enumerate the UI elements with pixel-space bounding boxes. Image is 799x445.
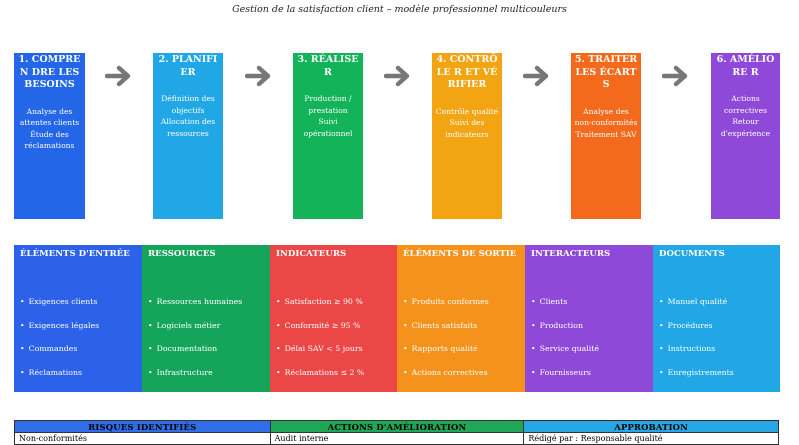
step-line: Traitement SAV <box>575 129 637 139</box>
header-risks: RISQUES IDENTIFIÉS <box>14 420 271 433</box>
step-line: Retour d'expérience <box>720 117 771 138</box>
list-item: Infrastructure <box>148 367 264 378</box>
step-line: Contrôle qualité <box>435 106 499 116</box>
right-arrow-icon <box>523 65 549 87</box>
right-arrow-icon <box>245 65 271 87</box>
list-item: Satisfaction ≥ 90 % <box>276 296 391 307</box>
step-line: Production / prestation <box>304 94 352 115</box>
process-step-6: 6. AMÉLIORE R Actions correctives Retour… <box>711 53 780 219</box>
step-line: Étude des réclamations <box>24 129 75 151</box>
column-heading: RESSOURCES <box>148 249 216 259</box>
column-heading: ÉLÉMENTS D'ENTRÉE <box>20 249 130 259</box>
column-list: Clients Production Service qualité Fourn… <box>531 296 647 378</box>
step-line: Analyse des attentes clients <box>19 106 80 128</box>
list-item: Logiciels métier <box>148 320 264 331</box>
column-documents: DOCUMENTS Manuel qualité Procédures Inst… <box>653 245 780 392</box>
table-cell: Non-conformités <box>14 432 271 445</box>
list-item: Réclamations <box>20 367 136 378</box>
right-arrow-icon <box>662 65 688 87</box>
list-item: Actions correctives <box>403 367 519 378</box>
step-heading: 2. PLANIFIER <box>158 54 218 78</box>
list-item: Conformité ≥ 95 % <box>276 320 391 331</box>
right-arrow-icon <box>384 65 410 87</box>
step-description: Actions correctives Retour d'expérience <box>714 93 777 139</box>
column-inputs: ÉLÉMENTS D'ENTRÉE Exigences clients Exig… <box>14 245 142 392</box>
list-item: Produits conformes <box>403 296 519 307</box>
step-description: Analyse des attentes clients Étude des r… <box>17 106 82 152</box>
list-item: Réclamations ≤ 2 % <box>276 367 391 378</box>
header-improvement-actions: ACTIONS D'AMÉLIORATION <box>269 420 525 433</box>
step-heading: 3. RÉALISER <box>297 54 359 78</box>
list-item: Manuel qualité <box>659 296 774 307</box>
table-cell: Rédigé par : Responsable qualité <box>523 432 779 445</box>
list-item: Service qualité <box>531 343 647 354</box>
summary-table: RISQUES IDENTIFIÉS ACTIONS D'AMÉLIORATIO… <box>14 420 779 445</box>
column-indicators: INDICATEURS Satisfaction ≥ 90 % Conformi… <box>270 245 397 392</box>
column-list: Exigences clients Exigences légales Comm… <box>20 296 136 378</box>
table-header-row: RISQUES IDENTIFIÉS ACTIONS D'AMÉLIORATIO… <box>14 420 779 433</box>
process-step-5: 5. TRAITER LES ÉCARTS Analyse des non-co… <box>571 53 641 219</box>
column-heading: ÉLÉMENTS DE SORTIE <box>403 249 517 259</box>
list-item: Procédures <box>659 320 774 331</box>
header-approval: APPROBATION <box>523 420 779 433</box>
column-heading: INDICATEURS <box>276 249 347 259</box>
step-line: Suivi opérationnel <box>303 117 353 138</box>
step-line: Définition des objectifs <box>161 94 215 115</box>
diagram-title: Gestion de la satisfaction client – modè… <box>232 4 567 15</box>
list-item: Délai SAV < 5 jours <box>276 343 391 354</box>
list-item: Clients satisfaits <box>403 320 519 331</box>
column-interactors: INTERACTEURS Clients Production Service … <box>525 245 653 392</box>
list-item: Rapports qualité <box>403 343 519 354</box>
list-item: Production <box>531 320 647 331</box>
table-cell: Audit interne <box>269 432 525 445</box>
list-item: Commandes <box>20 343 136 354</box>
list-item: Fournisseurs <box>531 367 647 378</box>
column-heading: DOCUMENTS <box>659 249 725 259</box>
step-description: Production / prestation Suivi opérationn… <box>296 93 360 139</box>
list-item: Documentation <box>148 343 264 354</box>
step-heading: 1. COMPREN DRE LES BESOINS <box>18 54 81 90</box>
step-line: Analyse des non-conformités <box>574 106 638 128</box>
table-row: Non-conformités Audit interne Rédigé par… <box>14 432 779 445</box>
process-step-2: 2. PLANIFIER Définition des objectifs Al… <box>153 53 223 219</box>
list-item: Exigences clients <box>20 296 136 307</box>
process-step-4: 4. CONTRÔLE R ET VÉRIFIER Contrôle quali… <box>432 53 502 219</box>
step-description: Contrôle qualité Suivi des indicateurs <box>435 106 499 141</box>
step-line: Suivi des indicateurs <box>445 118 489 139</box>
process-step-1: 1. COMPREN DRE LES BESOINS Analyse des a… <box>14 53 85 219</box>
right-arrow-icon <box>105 65 131 87</box>
column-list: Satisfaction ≥ 90 % Conformité ≥ 95 % Dé… <box>276 296 391 378</box>
list-item: Enregistrements <box>659 367 774 378</box>
column-heading: INTERACTEURS <box>531 249 611 259</box>
step-heading: 4. CONTRÔLE R ET VÉRIFIER <box>436 54 498 90</box>
process-step-3: 3. RÉALISER Production / prestation Suiv… <box>293 53 363 219</box>
step-description: Définition des objectifs Allocation des … <box>156 93 220 139</box>
column-list: Produits conformes Clients satisfaits Ra… <box>403 296 519 378</box>
column-list: Manuel qualité Procédures Instructions E… <box>659 296 774 378</box>
list-item: Clients <box>531 296 647 307</box>
step-line: Allocation des ressources <box>160 117 216 138</box>
step-description: Analyse des non-conformités Traitement S… <box>574 106 638 141</box>
step-heading: 6. AMÉLIORE R <box>716 54 775 78</box>
list-item: Instructions <box>659 343 774 354</box>
column-list: Ressources humaines Logiciels métier Doc… <box>148 296 264 378</box>
column-resources: RESSOURCES Ressources humaines Logiciels… <box>142 245 270 392</box>
column-outputs: ÉLÉMENTS DE SORTIE Produits conformes Cl… <box>397 245 525 392</box>
step-line: Actions correctives <box>724 94 767 115</box>
list-item: Exigences légales <box>20 320 136 331</box>
step-heading: 5. TRAITER LES ÉCARTS <box>574 54 638 90</box>
list-item: Ressources humaines <box>148 296 264 307</box>
